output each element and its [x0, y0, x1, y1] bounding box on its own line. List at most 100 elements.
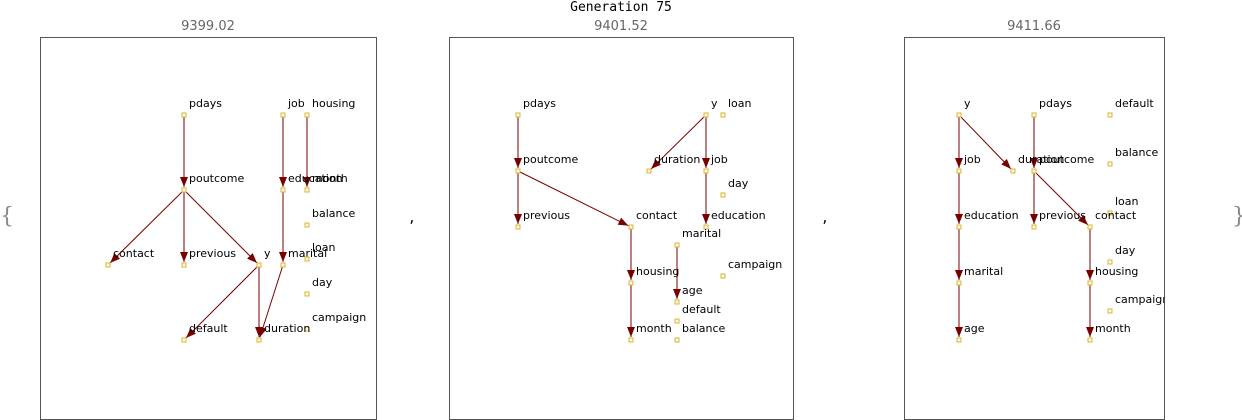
node-marker [1031, 224, 1037, 230]
node-marker [646, 168, 652, 174]
node-age: age [674, 284, 703, 305]
node-marker [956, 224, 962, 230]
edge-marital-to-duration [259, 264, 284, 338]
node-poutcome: poutcome [181, 172, 244, 193]
node-loan: loan [304, 241, 336, 262]
node-housing: housing [628, 265, 679, 286]
node-label: default [189, 322, 228, 335]
node-label: marital [682, 227, 721, 240]
node-label: campaign [1115, 293, 1165, 306]
node-label: default [682, 303, 721, 316]
node-default: default [674, 303, 721, 324]
node-marital: marital [280, 247, 327, 268]
node-education: education [956, 209, 1019, 230]
diagram-title: Generation 75 [570, 0, 672, 15]
node-marker [304, 256, 310, 262]
node-label: education [964, 209, 1019, 222]
node-marker [1087, 224, 1093, 230]
node-poutcome: poutcome [1031, 153, 1094, 174]
edge-poutcome-to-contact [109, 189, 185, 264]
edge-y-to-default [185, 264, 260, 339]
node-housing: housing [1087, 265, 1138, 286]
node-label: duration [264, 322, 310, 335]
node-label: loan [1115, 195, 1139, 208]
node-housing: housing [304, 97, 355, 118]
node-label: poutcome [523, 153, 578, 166]
edge-poutcome-to-contact [1033, 170, 1089, 226]
node-y: y [956, 97, 971, 118]
node-job: job [280, 97, 305, 118]
node-marker [956, 280, 962, 286]
node-marker [720, 192, 726, 198]
node-marker [703, 224, 709, 230]
node-marker [181, 337, 187, 343]
node-marker [1031, 112, 1037, 118]
node-label: balance [682, 322, 726, 335]
node-previous: previous [1031, 209, 1086, 230]
node-label: contact [113, 247, 155, 260]
node-label: day [312, 276, 333, 289]
node-label: job [963, 153, 981, 166]
node-month: month [304, 172, 348, 193]
node-label: marital [288, 247, 327, 260]
node-marker [1010, 168, 1016, 174]
node-marker [105, 262, 111, 268]
panel-3-score: 9411.66 [1007, 19, 1061, 34]
node-day: day [304, 276, 333, 297]
node-job: job [703, 153, 728, 174]
node-pdays: pdays [1031, 97, 1072, 118]
node-marker [1107, 161, 1113, 167]
node-campaign: campaign [720, 258, 782, 279]
node-marker [1107, 112, 1113, 118]
node-label: housing [312, 97, 355, 110]
node-marker [181, 262, 187, 268]
node-marker [1087, 280, 1093, 286]
node-marital: marital [956, 265, 1003, 286]
node-marker [674, 318, 680, 324]
node-job: job [956, 153, 981, 174]
node-label: balance [312, 207, 356, 220]
node-marker [720, 112, 726, 118]
node-loan: loan [720, 97, 752, 118]
edge-y-to-duration [650, 114, 707, 170]
graph-panel-3: y pdays default job duration poutcome balance l… [904, 37, 1165, 420]
node-marker [1087, 337, 1093, 343]
node-label: pdays [523, 97, 556, 110]
node-label: previous [1039, 209, 1086, 222]
node-label: duration [1018, 153, 1064, 166]
node-marker [628, 337, 634, 343]
node-y: y [256, 247, 271, 268]
node-label: day [728, 177, 749, 190]
node-month: month [628, 322, 672, 343]
node-loan: loan [1107, 195, 1139, 216]
node-marker [1107, 210, 1113, 216]
node-marker [720, 273, 726, 279]
node-marker [304, 112, 310, 118]
node-label: campaign [728, 258, 782, 271]
node-label: age [964, 322, 985, 335]
node-balance: balance [304, 207, 356, 228]
node-day: day [720, 177, 749, 198]
node-contact: contact [1087, 209, 1137, 230]
node-day: day [1107, 244, 1136, 265]
node-marker [181, 112, 187, 118]
node-marker [256, 262, 262, 268]
node-default: default [1107, 97, 1154, 118]
node-label: default [1115, 97, 1154, 110]
node-label: loan [312, 241, 336, 254]
separator-comma-2: , [821, 211, 829, 226]
node-marker [304, 222, 310, 228]
node-marker [1107, 308, 1113, 314]
node-marker [674, 299, 680, 305]
node-marital: marital [674, 227, 721, 248]
node-label: y [264, 247, 271, 260]
node-pdays: pdays [181, 97, 222, 118]
node-pdays: pdays [515, 97, 556, 118]
node-label: y [964, 97, 971, 110]
node-marker [256, 337, 262, 343]
node-marker [280, 262, 286, 268]
node-duration: duration [1010, 153, 1064, 174]
edge-poutcome-to-y [183, 189, 258, 264]
